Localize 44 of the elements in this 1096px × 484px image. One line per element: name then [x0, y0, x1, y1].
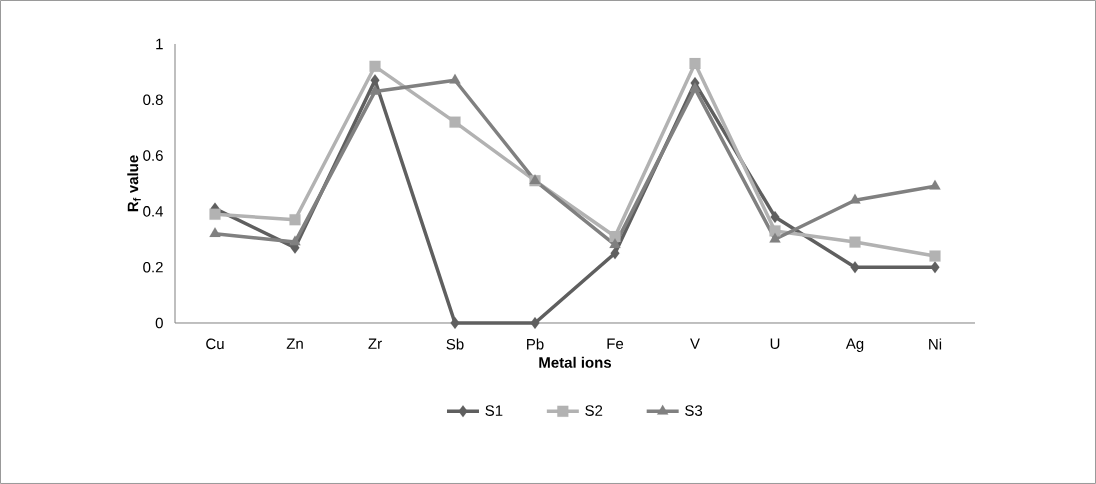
point [609, 238, 621, 249]
point [370, 74, 380, 87]
point [289, 235, 301, 246]
x-tick-label: Ag [845, 338, 864, 352]
point [369, 60, 381, 72]
point [929, 179, 941, 190]
x-tick-label: U [770, 338, 780, 349]
point [530, 316, 540, 330]
y-tick-label: 1 [156, 38, 163, 50]
point [449, 116, 461, 128]
point [209, 208, 221, 220]
point [850, 261, 860, 274]
point [770, 210, 780, 224]
legend-label: S1 [485, 405, 503, 416]
point [929, 250, 941, 262]
point [369, 84, 381, 95]
x-tick-label: Zr [368, 338, 382, 349]
point [610, 247, 620, 260]
legend-label: S2 [585, 405, 603, 416]
point [450, 316, 460, 330]
point [849, 236, 861, 248]
x-tick-label: Ni [929, 338, 942, 350]
y-tick-label: 0 [155, 317, 163, 329]
legend-label: S3 [685, 405, 703, 416]
y-axis-title: R$_{f}$ value [127, 155, 141, 212]
point [689, 57, 701, 70]
x-tick-label: Cu [206, 338, 224, 350]
y-tick-label: 0.8 [143, 94, 163, 106]
x-tick-label: Sb [446, 338, 464, 350]
point [769, 225, 781, 237]
x-tick-label: V [690, 338, 700, 349]
point [930, 261, 940, 274]
point [209, 227, 221, 238]
y-tick-label: 0.2 [143, 261, 163, 273]
point [289, 214, 301, 226]
x-tick-label: Pb [527, 338, 544, 350]
x-tick-label: Zn [286, 338, 303, 349]
point [689, 82, 701, 92]
point [769, 232, 781, 243]
y-tick-label: 0.6 [143, 150, 163, 161]
point [449, 73, 461, 84]
x-axis-title: Metal ions [539, 356, 612, 368]
y-tick-label: 0.4 [143, 206, 164, 217]
x-tick-label: Fe [607, 338, 624, 349]
